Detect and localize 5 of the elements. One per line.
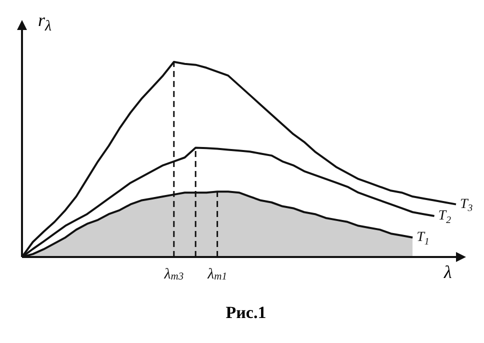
x-axis-title: λ (444, 262, 452, 283)
text: λm1 (208, 266, 227, 283)
y-axis-title: r$_{λ}$ (38, 10, 52, 36)
text: Рис.1 (224, 303, 268, 323)
text: λm3 (164, 266, 184, 283)
